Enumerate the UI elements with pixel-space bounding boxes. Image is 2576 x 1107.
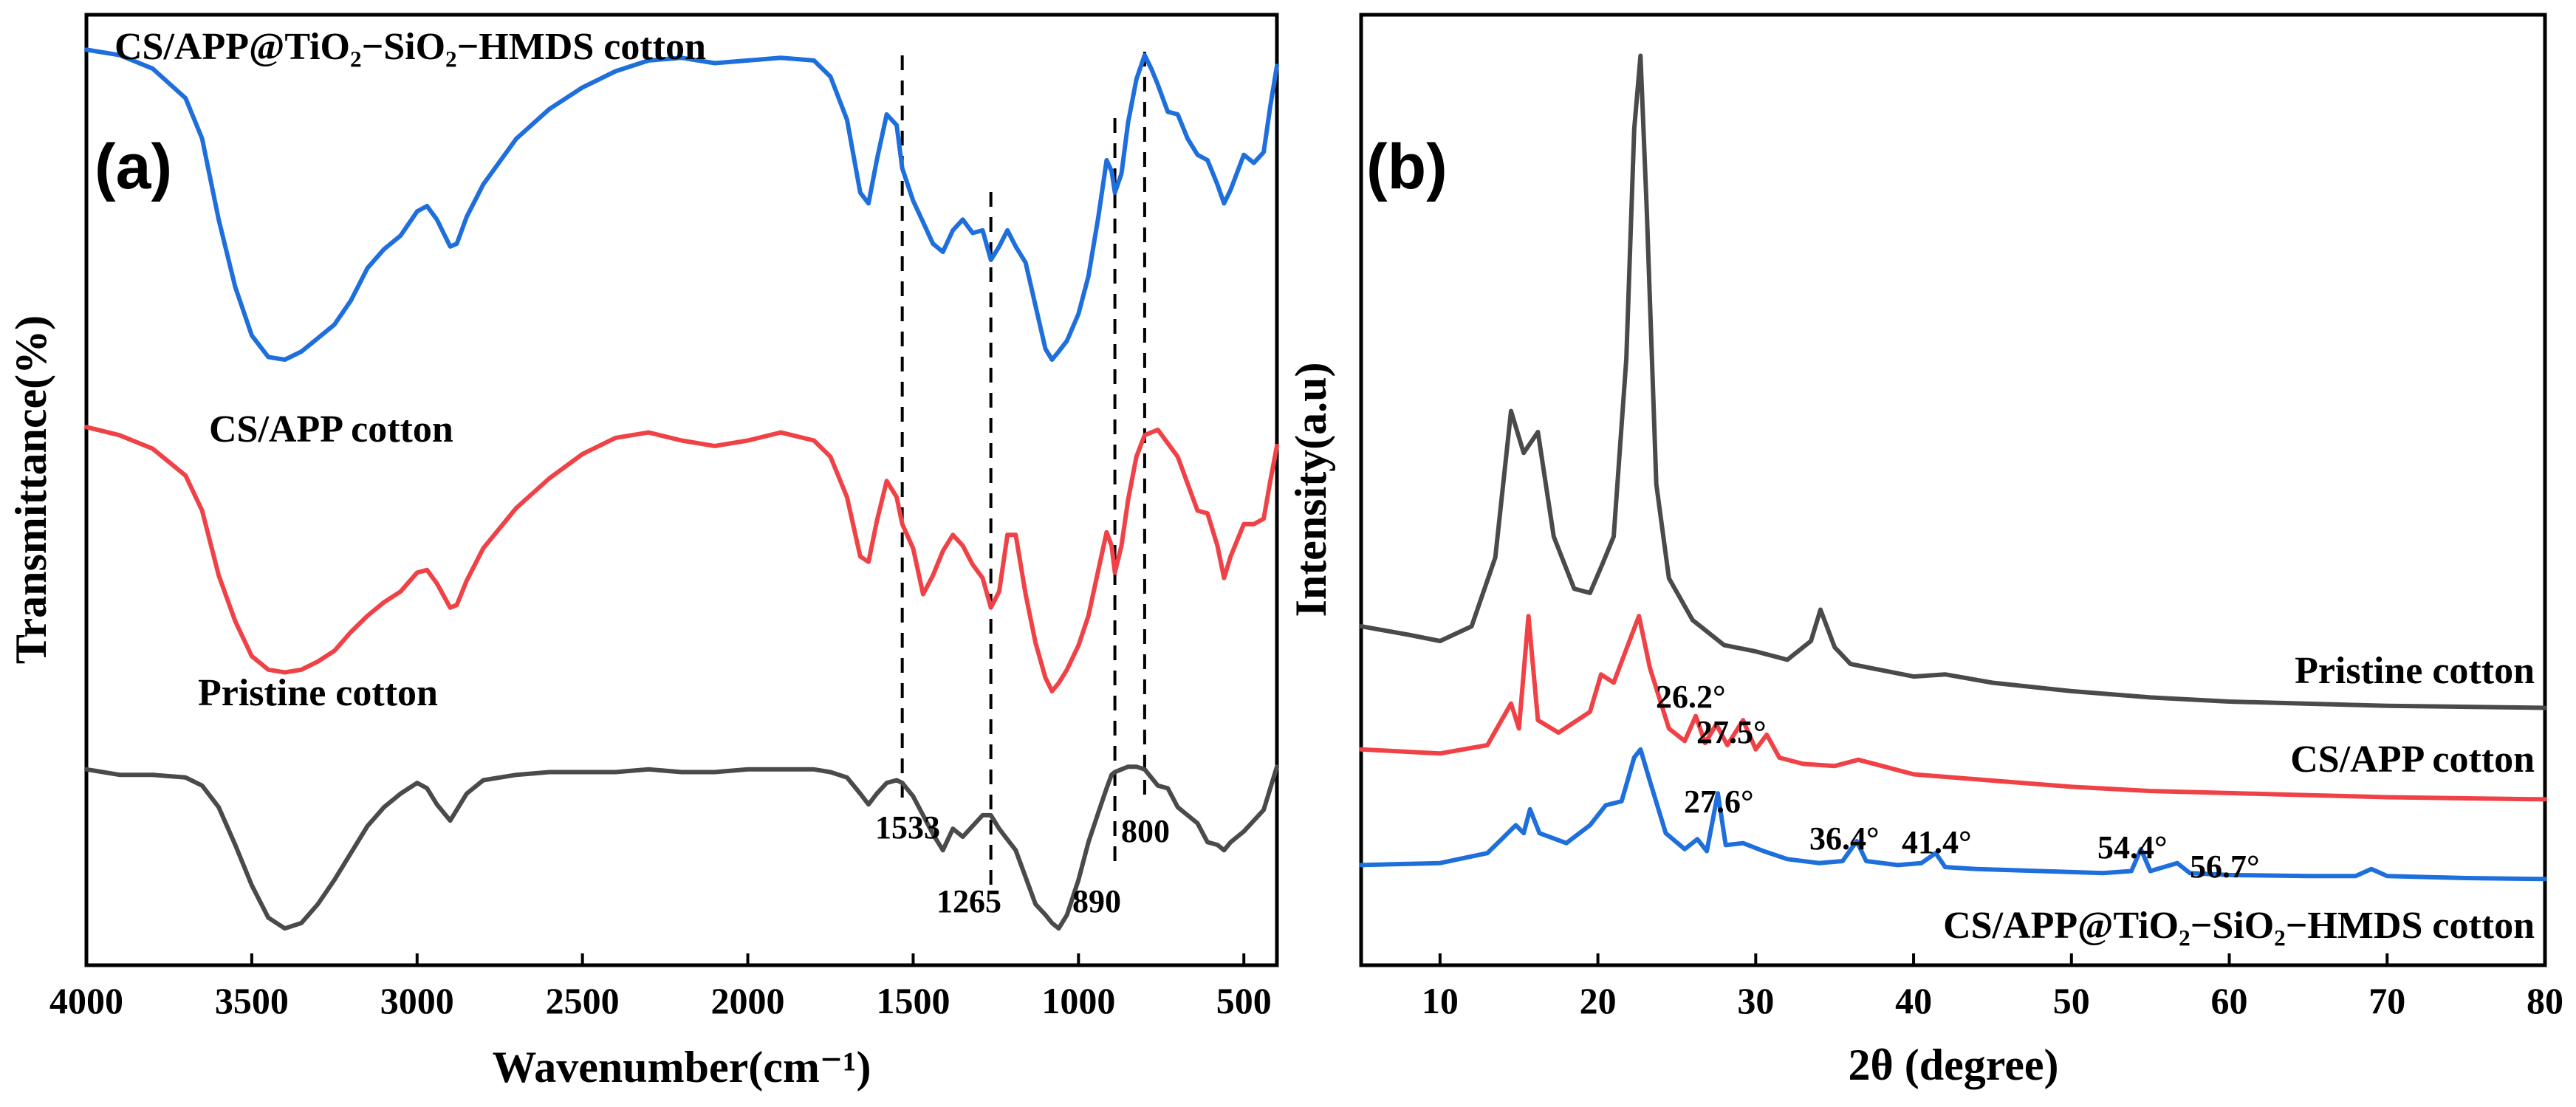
x-tick-label-3500: 3500 [215, 980, 289, 1021]
panel-b-label: (b) [1366, 131, 1448, 202]
panel-b-x-axis-title: 2θ (degree) [1848, 1041, 2058, 1089]
series-label-pristine-b: Pristine cotton [2295, 650, 2535, 692]
xrd-series-1 [1359, 614, 2547, 802]
panel-a-y-axis-title: Transmittance(%) [7, 315, 55, 664]
panel-a-reference-lines [900, 52, 1146, 890]
series-label-csapp-a: CS/APP cotton [209, 408, 453, 450]
x-tick-label-4000: 4000 [49, 980, 123, 1021]
x-tick-label-20: 20 [1580, 980, 1617, 1021]
peak-label-54-4: 54.4° [2097, 829, 2168, 866]
xrd-series-2 [1359, 747, 2547, 882]
series-label-hmds-a: CS/APP@TiO₂−SiO₂−HMDS cotton [114, 26, 706, 68]
peak-label-1265: 1265 [936, 883, 1001, 919]
series-label-hmds-b: CS/APP@TiO₂−SiO₂−HMDS cotton [1943, 905, 2535, 947]
x-tick-label-40: 40 [1895, 980, 1932, 1021]
x-tick-label-500: 500 [1216, 980, 1272, 1021]
x-tick-label-3000: 3000 [380, 980, 454, 1021]
panel-b-y-axis-title: Intensity(a.u) [1287, 362, 1335, 617]
panel-a-ftir-chart: (a) 4000 3500 3000 2500 2000 1500 1000 500 CS/A… [7, 13, 1279, 1091]
panel-a-x-axis-title: Wavenumber(cm⁻¹) [493, 1043, 871, 1091]
x-tick-label-70: 70 [2368, 980, 2405, 1021]
x-tick-label-50: 50 [2053, 980, 2090, 1021]
ftir-series-1 [84, 425, 1279, 693]
peak-label-27-6: 27.6° [1684, 784, 1754, 820]
panel-b-xrd-chart: (b) 10 20 30 40 50 60 70 80 Pristine cotton CS/… [1287, 13, 2563, 1089]
ftir-series-2 [84, 764, 1279, 931]
x-tick-label-80: 80 [2527, 980, 2563, 1021]
x-tick-label-2000: 2000 [711, 980, 785, 1021]
panel-b-frame [1359, 13, 2547, 967]
panel-a-series [84, 47, 1279, 931]
x-tick-label-30: 30 [1737, 980, 1774, 1021]
series-label-csapp-b: CS/APP cotton [2290, 738, 2535, 781]
xrd-series-0 [1359, 53, 2547, 710]
peak-label-800: 800 [1121, 813, 1170, 849]
panel-a-x-axis: 4000 3500 3000 2500 2000 1500 1000 500 [49, 953, 1272, 1021]
x-tick-label-2500: 2500 [546, 980, 620, 1021]
panel-a-label: (a) [95, 131, 172, 202]
peak-label-1533: 1533 [875, 809, 940, 846]
panel-b-series [1359, 53, 2547, 882]
panel-a-frame [84, 13, 1279, 967]
x-tick-label-60: 60 [2211, 980, 2248, 1021]
x-tick-label-1000: 1000 [1041, 980, 1115, 1021]
peak-label-890: 890 [1072, 883, 1121, 919]
peak-label-56-7: 56.7° [2190, 849, 2260, 885]
series-label-pristine-a: Pristine cotton [198, 672, 438, 714]
peak-label-27-5: 27.5° [1696, 714, 1767, 750]
x-tick-label-10: 10 [1422, 980, 1459, 1021]
x-tick-label-1500: 1500 [876, 980, 950, 1021]
peak-label-26-2: 26.2° [1656, 679, 1726, 715]
peak-label-41-4: 41.4° [1902, 824, 1972, 860]
peak-label-36-4: 36.4° [1809, 820, 1880, 857]
ftir-series-0 [84, 47, 1279, 362]
panel-b-x-axis: 10 20 30 40 50 60 70 80 [1422, 953, 2563, 1021]
